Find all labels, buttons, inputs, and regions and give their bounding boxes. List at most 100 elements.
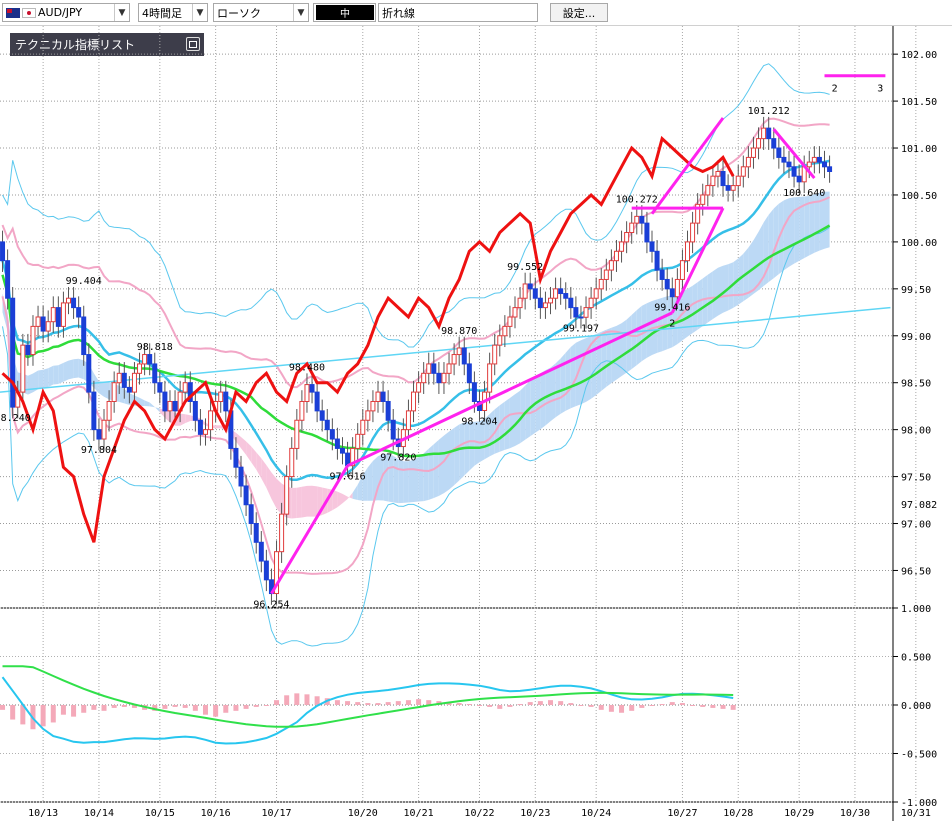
candle-body: [421, 372, 427, 384]
candle: [822, 150, 828, 179]
candle-body: [416, 382, 422, 393]
restore-window-icon[interactable]: [186, 37, 200, 51]
cloud-segment: [383, 453, 389, 502]
candle: [309, 373, 315, 404]
cloud-segment: [398, 459, 404, 504]
candle-body: [35, 316, 41, 327]
macd-histogram-bar: [365, 703, 371, 705]
osc-tick-label: -0.500: [901, 750, 937, 761]
candle: [126, 376, 132, 404]
price-annotation: 98.204: [461, 416, 497, 427]
chart-grid: [0, 26, 917, 821]
candle: [603, 258, 609, 291]
cloud-segment: [565, 347, 571, 411]
candle-body: [324, 419, 330, 431]
cloud-segment: [758, 222, 764, 291]
price-annotation: 97.820: [380, 453, 416, 464]
cloud-segment: [459, 422, 465, 481]
candle-body: [25, 344, 31, 356]
candle-body: [370, 400, 376, 412]
cloud-segment: [819, 191, 825, 251]
symbol-select[interactable]: AUD/JPY ▼: [2, 3, 130, 22]
candle: [705, 174, 711, 207]
candle-body: [613, 250, 619, 262]
candle-body: [771, 138, 777, 149]
cloud-segment: [504, 398, 510, 450]
candle: [319, 399, 325, 432]
candle-body: [426, 363, 432, 374]
chevron-down-icon: ▼: [192, 4, 207, 21]
candle: [157, 371, 163, 404]
settings-button[interactable]: 設定...: [550, 3, 608, 22]
line-type-select[interactable]: 折れ線: [378, 3, 538, 22]
cloud-segment: [48, 365, 54, 387]
candle: [451, 343, 457, 376]
cloud-segment: [783, 198, 789, 271]
cloud-segment: [246, 441, 252, 463]
macd-histogram-bar: [162, 705, 168, 709]
price-chart[interactable]: 102.00 101.50 101.00 100.50 100.00 99.50 99.00…: [0, 26, 952, 821]
cloud-segment: [753, 231, 759, 294]
price-annotation: 96.254: [253, 600, 289, 611]
timeframe-select[interactable]: 4時間足 ▼: [138, 3, 208, 22]
candle: [461, 336, 467, 376]
line-weight-select[interactable]: 中: [313, 3, 376, 22]
indicator-list-panel[interactable]: テクニカル指標リスト: [10, 33, 204, 56]
candle-body: [274, 551, 280, 595]
macd-histogram-bar: [588, 705, 594, 707]
candle: [380, 380, 386, 413]
time-tick-label: 10/23: [520, 808, 550, 819]
candle: [710, 164, 716, 197]
price-annotation: 98.480: [289, 363, 325, 374]
macd-histogram-bar: [314, 696, 320, 705]
cloud-segment: [418, 453, 424, 502]
macd-histogram-bar: [334, 700, 340, 705]
candle: [111, 371, 117, 413]
trend-line: [346, 311, 673, 468]
cloud-segment: [621, 319, 627, 377]
candle-body: [568, 297, 574, 309]
candle-body: [233, 447, 239, 468]
macd-panel: [0, 665, 736, 745]
cloud-segment: [718, 265, 723, 316]
macd-histogram-bar: [537, 701, 543, 705]
price-tick-label: 100.50: [901, 191, 937, 202]
candles: [0, 116, 833, 605]
cloud-segment: [362, 467, 368, 501]
time-axis: 10/13 10/14 10/15 10/16 10/17 10/20 10/21 10/22…: [28, 808, 931, 819]
candle: [411, 380, 417, 423]
candle-body: [806, 161, 812, 168]
candle: [634, 205, 640, 235]
candle: [690, 211, 696, 254]
candle: [243, 474, 249, 517]
candle: [289, 437, 295, 488]
cloud-segment: [367, 461, 373, 501]
macd-histogram-bar: [284, 695, 290, 705]
candle: [629, 211, 635, 244]
candle-body: [172, 400, 178, 412]
price-annotation: 100.640: [783, 188, 825, 199]
candle: [334, 427, 340, 460]
candle: [735, 164, 741, 197]
candle: [750, 136, 756, 169]
time-tick-label: 10/27: [667, 808, 697, 819]
candle: [253, 512, 259, 554]
candle: [624, 221, 630, 254]
candle: [654, 240, 660, 282]
candle-body: [542, 302, 548, 309]
candle: [40, 305, 46, 343]
candle: [537, 286, 543, 319]
chart-style-select[interactable]: ローソク ▼: [213, 3, 309, 22]
price-tick-label: 99.50: [901, 285, 931, 296]
candle-body: [497, 335, 503, 346]
candle-body: [725, 185, 731, 191]
candle: [791, 155, 797, 188]
candle-body: [263, 560, 269, 581]
candle: [30, 315, 36, 366]
candle: [725, 174, 731, 202]
candle-body: [786, 161, 792, 168]
macd-histogram-bar: [202, 705, 208, 715]
candle-body: [558, 288, 564, 295]
macd-histogram-bar: [192, 705, 198, 711]
candle: [466, 352, 472, 394]
